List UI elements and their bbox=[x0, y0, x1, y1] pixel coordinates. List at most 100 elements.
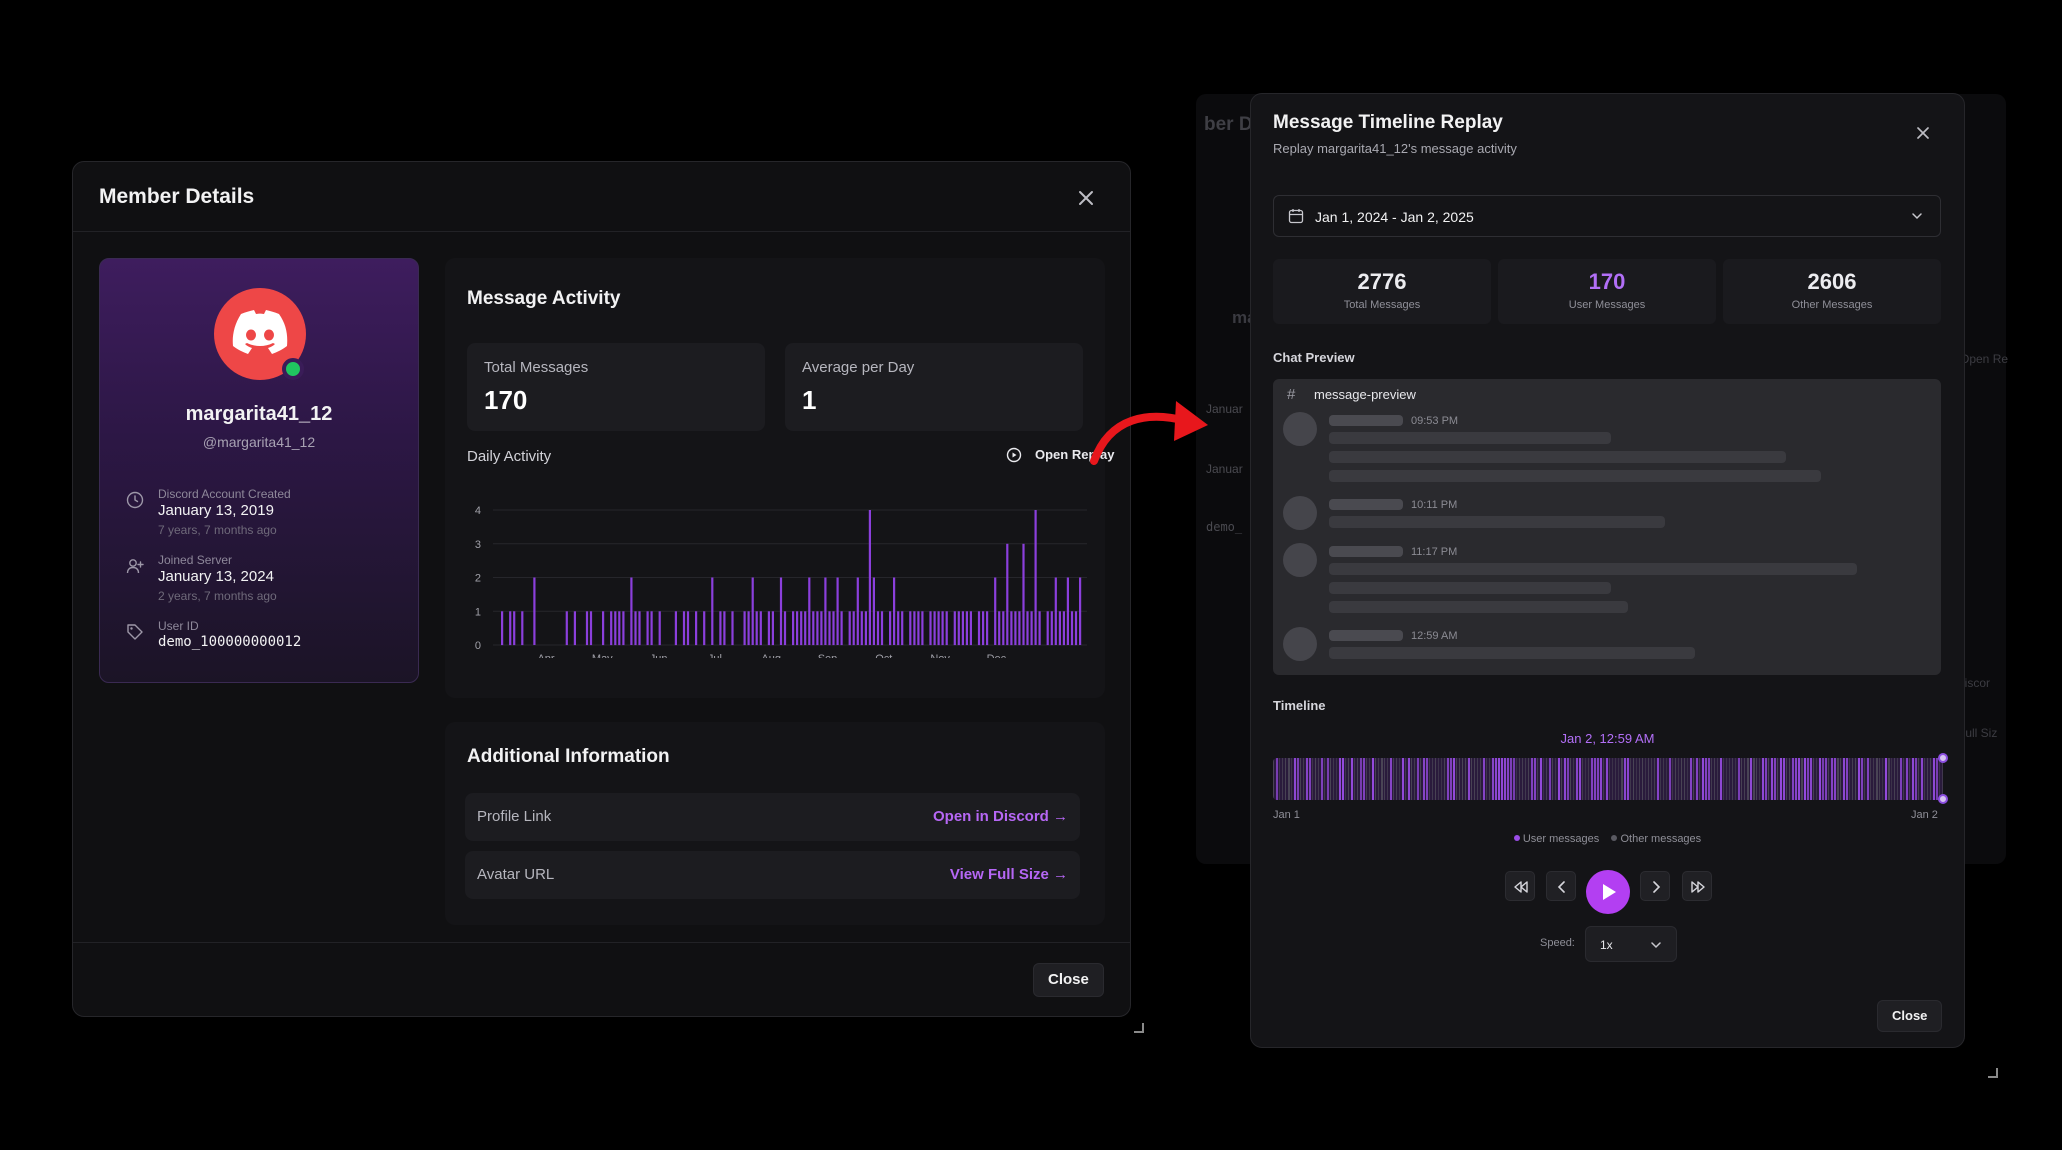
x-tick-label: Apr bbox=[537, 653, 554, 658]
other-messages-legend-dot bbox=[1611, 835, 1618, 841]
timeline-tick bbox=[1585, 758, 1586, 800]
timeline-tick bbox=[1777, 758, 1778, 800]
timeline-tick bbox=[1318, 758, 1319, 800]
replay-close-button[interactable]: Close bbox=[1877, 1000, 1943, 1032]
resize-handle-icon[interactable] bbox=[1988, 1068, 1998, 1078]
timeline-tick bbox=[1378, 758, 1379, 800]
timeline-tick bbox=[1450, 758, 1452, 800]
daily-activity-chart: 0 1 2 3 4 Apr May Jun Jul Aug Sep Oct Nov Dec bbox=[475, 505, 1087, 658]
timeline-tick bbox=[1507, 758, 1509, 800]
chart-bar bbox=[658, 611, 661, 646]
timeline-handle-top[interactable] bbox=[1938, 753, 1948, 763]
replay-user-messages-stat: 170 User Messages bbox=[1498, 259, 1716, 324]
timeline-tick bbox=[1861, 758, 1863, 800]
chart-bar bbox=[957, 611, 960, 646]
message-avatar bbox=[1283, 496, 1317, 530]
timeline-tick bbox=[1705, 758, 1707, 800]
timeline-tick bbox=[1393, 758, 1394, 800]
timeline-tick bbox=[1360, 758, 1362, 800]
previous-button[interactable] bbox=[1546, 871, 1576, 901]
timeline-tick bbox=[1822, 758, 1824, 800]
open-in-discord-link[interactable]: Open in Discord → bbox=[932, 808, 1068, 825]
chart-bar bbox=[820, 611, 823, 646]
timeline-tick bbox=[1618, 758, 1619, 800]
close-button[interactable]: Close bbox=[1033, 963, 1104, 997]
chart-bar bbox=[792, 611, 795, 646]
timeline-tick bbox=[1906, 758, 1908, 800]
replay-other-messages-value: 2606 bbox=[1807, 269, 1857, 294]
timeline-tick bbox=[1405, 758, 1406, 800]
chart-bar bbox=[747, 611, 750, 646]
chart-bar bbox=[876, 611, 880, 646]
user-id-label: User ID bbox=[158, 619, 199, 633]
play-button[interactable] bbox=[1586, 870, 1630, 914]
skip-to-start-button[interactable] bbox=[1505, 871, 1535, 901]
chart-bar bbox=[994, 577, 997, 645]
message-line-placeholder bbox=[1329, 582, 1611, 594]
timeline-tick bbox=[1768, 758, 1769, 800]
message-time: 10:11 PM bbox=[1411, 499, 1458, 511]
timeline-tick bbox=[1648, 758, 1649, 800]
view-full-size-link[interactable]: View Full Size → bbox=[949, 866, 1068, 883]
replay-title: Message Timeline Replay bbox=[1273, 112, 1503, 133]
timeline-tick bbox=[1612, 758, 1613, 800]
timeline-tick bbox=[1930, 758, 1931, 800]
chart-bar bbox=[719, 611, 722, 646]
timeline-tick bbox=[1873, 758, 1874, 800]
message-time: 12:59 AM bbox=[1411, 630, 1458, 642]
next-button[interactable] bbox=[1640, 871, 1670, 901]
profile-link-row: Profile Link Open in Discord → bbox=[465, 793, 1080, 841]
timeline-tick bbox=[1342, 758, 1344, 800]
timeline-tick bbox=[1288, 758, 1290, 800]
timeline-tick bbox=[1486, 758, 1487, 800]
timeline-tick bbox=[1330, 758, 1331, 800]
skip-to-end-button[interactable] bbox=[1682, 871, 1712, 901]
timeline-tick bbox=[1609, 758, 1610, 800]
timeline-tick bbox=[1498, 758, 1500, 800]
timeline-handle-bottom[interactable] bbox=[1938, 794, 1948, 804]
modal-title: Member Details bbox=[99, 185, 255, 208]
timeline-tick bbox=[1765, 758, 1767, 800]
timeline-tick bbox=[1654, 758, 1655, 800]
timeline-tick bbox=[1684, 758, 1685, 800]
resize-handle-icon[interactable] bbox=[1134, 1023, 1144, 1033]
chevron-left-icon bbox=[1557, 881, 1565, 893]
play-icon bbox=[1603, 884, 1616, 900]
timeline-tick bbox=[1738, 758, 1740, 800]
chart-bar bbox=[674, 611, 677, 646]
message-author-placeholder bbox=[1329, 499, 1403, 510]
daily-activity-label: Daily Activity bbox=[467, 448, 552, 465]
chart-bar bbox=[836, 577, 839, 645]
y-tick-label: 3 bbox=[475, 539, 481, 551]
timeline-tick bbox=[1750, 758, 1752, 800]
username-handle: @margarita41_12 bbox=[202, 434, 316, 450]
message-avatar bbox=[1283, 627, 1317, 661]
chart-bar bbox=[513, 611, 516, 646]
chart-bar bbox=[840, 611, 843, 646]
chart-bar bbox=[897, 611, 900, 646]
timeline-tick bbox=[1660, 758, 1661, 800]
chart-bar bbox=[961, 611, 964, 646]
timeline-tick bbox=[1591, 758, 1593, 800]
chart-bar bbox=[1074, 611, 1078, 646]
date-range-select[interactable]: Jan 1, 2024 - Jan 2, 2025 bbox=[1273, 195, 1941, 237]
speed-select[interactable]: 1x bbox=[1585, 926, 1677, 962]
user-plus-icon bbox=[126, 559, 144, 574]
timeline-tick bbox=[1273, 758, 1274, 800]
tag-icon bbox=[127, 624, 143, 640]
timeline-tick bbox=[1669, 758, 1671, 800]
close-icon[interactable] bbox=[1911, 123, 1935, 147]
timeline-scrubber[interactable] bbox=[1273, 758, 1943, 800]
replay-total-messages-value: 2776 bbox=[1357, 269, 1407, 294]
timeline-tick bbox=[1756, 758, 1757, 800]
chart-bar bbox=[533, 577, 536, 645]
account-created-label: Discord Account Created bbox=[158, 487, 291, 501]
timeline-tick bbox=[1624, 758, 1626, 800]
replay-total-messages-stat: 2776 Total Messages bbox=[1273, 259, 1491, 324]
timeline-tick bbox=[1879, 758, 1880, 800]
chart-bar bbox=[832, 611, 835, 646]
timeline-tick bbox=[1849, 758, 1850, 800]
close-icon[interactable] bbox=[1074, 186, 1098, 210]
chart-bar bbox=[638, 611, 641, 646]
chevron-down-icon bbox=[1651, 942, 1661, 949]
